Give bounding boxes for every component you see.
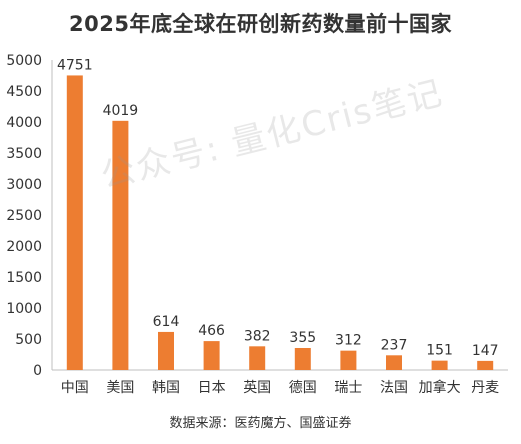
bar bbox=[294, 347, 311, 370]
data-label: 312 bbox=[335, 333, 362, 349]
data-label: 4751 bbox=[57, 57, 93, 73]
y-tick-label: 5000 bbox=[6, 53, 42, 69]
bars bbox=[66, 75, 494, 371]
data-label: 466 bbox=[198, 323, 225, 339]
y-tick-label: 4000 bbox=[6, 115, 42, 131]
x-tick-label: 日本 bbox=[198, 380, 226, 396]
y-tick-label: 3000 bbox=[6, 177, 42, 193]
bar bbox=[203, 341, 220, 370]
bar bbox=[158, 331, 174, 370]
data-label: 4019 bbox=[103, 103, 139, 119]
bar bbox=[249, 346, 266, 370]
data-label: 151 bbox=[426, 343, 453, 359]
x-tick-label: 中国 bbox=[61, 380, 89, 396]
x-tick-label: 法国 bbox=[380, 380, 408, 396]
data-label: 147 bbox=[472, 343, 499, 359]
x-tick-labels: 中国 美国 韩国 日本 英国 德国 瑞士 法国 加拿大 丹麦 bbox=[61, 379, 499, 396]
bar bbox=[431, 360, 448, 370]
x-tick-label: 瑞士 bbox=[334, 380, 362, 396]
x-tick-label: 美国 bbox=[106, 380, 134, 396]
source-note: 数据来源：医药魔方、国盛证券 bbox=[169, 416, 352, 431]
y-tick-label: 4500 bbox=[6, 84, 42, 100]
data-label: 382 bbox=[244, 328, 271, 344]
x-tick-label: 加拿大 bbox=[419, 379, 461, 396]
bar bbox=[477, 360, 494, 370]
data-label: 614 bbox=[153, 314, 180, 330]
y-ticks: 0 500 1000 1500 2000 2500 3000 3500 4000 4500 5000 bbox=[6, 53, 42, 379]
chart-title: 2025年底全球在研创新药数量前十国家 bbox=[69, 12, 452, 36]
x-tick-label: 德国 bbox=[289, 380, 317, 396]
y-tick-label: 2500 bbox=[6, 208, 42, 224]
y-tick-label: 3500 bbox=[6, 146, 42, 162]
data-label: 237 bbox=[381, 337, 408, 353]
bar bbox=[66, 75, 83, 371]
x-tick-label: 英国 bbox=[243, 379, 271, 396]
x-tick-label: 韩国 bbox=[152, 380, 180, 396]
data-label: 355 bbox=[289, 330, 316, 346]
y-tick-label: 500 bbox=[15, 332, 42, 348]
y-tick-label: 2000 bbox=[6, 239, 42, 255]
y-tick-label: 0 bbox=[33, 363, 42, 379]
y-tick-label: 1500 bbox=[6, 270, 42, 286]
bar bbox=[112, 120, 129, 371]
bar bbox=[340, 350, 357, 370]
x-tick-label: 丹麦 bbox=[471, 380, 499, 396]
bar bbox=[386, 355, 402, 370]
y-tick-label: 1000 bbox=[6, 301, 42, 317]
value-labels: 4751 4019 614 466 382 355 312 237 151 147 bbox=[57, 57, 499, 358]
